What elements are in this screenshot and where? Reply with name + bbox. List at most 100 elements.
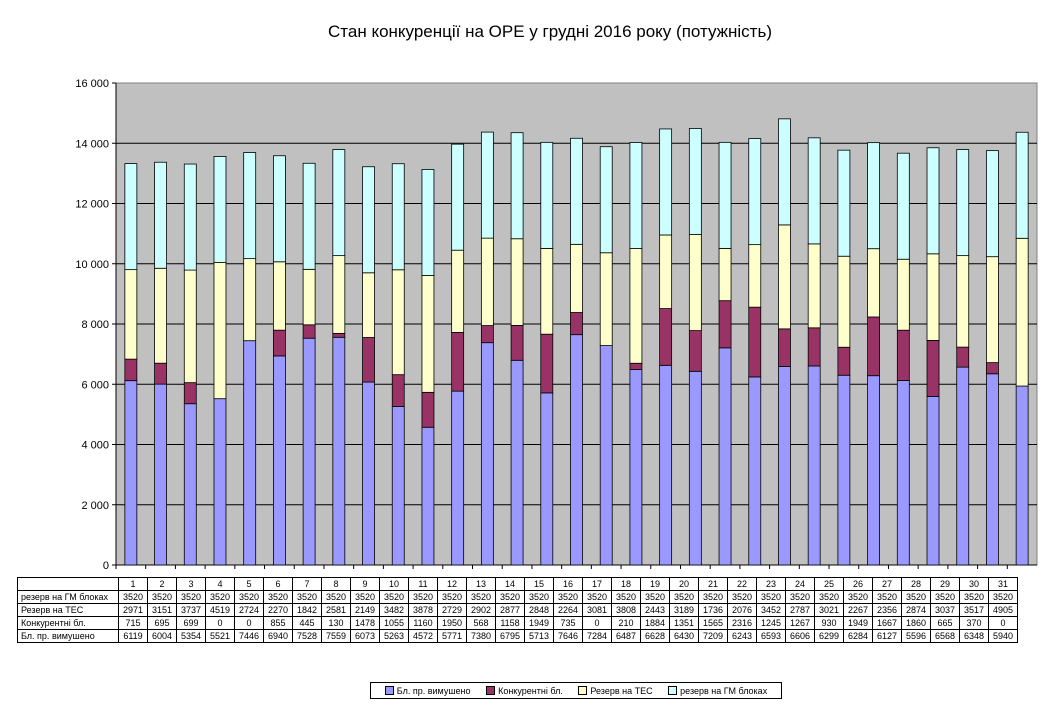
table-cell: 6243 xyxy=(727,629,757,643)
bar-segment-s0-12 xyxy=(451,390,465,566)
x-tick-label: 5 xyxy=(234,577,264,591)
table-cell: 3151 xyxy=(147,603,177,617)
bar-segment-s0-16 xyxy=(570,334,583,566)
bar-segment-s3-26 xyxy=(867,142,880,250)
legend-label: Резерв на ТЕС xyxy=(590,685,653,696)
x-tick-label: 17 xyxy=(582,577,612,591)
x-tick-label: 29 xyxy=(930,577,960,591)
table-cell: 5263 xyxy=(379,629,409,643)
table-row-label: Конкурентні бл. xyxy=(17,616,119,630)
table-cell: 0 xyxy=(582,616,612,630)
table-cell: 6348 xyxy=(959,629,989,643)
table-cell: 0 xyxy=(205,616,235,630)
table-cell: 3520 xyxy=(524,590,554,604)
table-cell: 2316 xyxy=(727,616,757,630)
bar-segment-s1-20 xyxy=(688,330,702,372)
table-cell: 3520 xyxy=(611,590,641,604)
bar-segment-s1-18 xyxy=(629,362,643,370)
table-cell: 2874 xyxy=(901,603,931,617)
x-tick-label: 24 xyxy=(785,577,815,591)
bar-segment-s2-26 xyxy=(867,248,880,318)
bar-segment-s3-17 xyxy=(599,146,613,254)
table-cell: 3520 xyxy=(785,590,815,604)
table-cell: 6606 xyxy=(785,629,815,643)
bar-segment-s2-3 xyxy=(183,269,197,384)
table-cell: 7209 xyxy=(698,629,728,643)
bar-segment-s0-27 xyxy=(896,380,910,566)
legend-label: резерв на ГМ блоках xyxy=(680,685,768,696)
table-cell: 5771 xyxy=(437,629,467,643)
bar-segment-s1-26 xyxy=(867,316,880,377)
bar-segment-s3-29 xyxy=(956,149,970,257)
table-cell: 3482 xyxy=(379,603,409,617)
bar-segment-s0-23 xyxy=(778,365,791,566)
table-cell: 2264 xyxy=(553,603,583,617)
bar-segment-s2-1 xyxy=(124,269,138,360)
table-cell: 2724 xyxy=(234,603,264,617)
bar-segment-s3-21 xyxy=(718,141,732,249)
table-cell: 3520 xyxy=(234,590,264,604)
x-tick-label: 6 xyxy=(263,577,293,591)
bar-segment-s3-15 xyxy=(540,141,554,249)
table-cell: 210 xyxy=(611,616,641,630)
table-cell: 370 xyxy=(959,616,989,630)
table-cell: 7646 xyxy=(553,629,583,643)
bar-segment-s0-8 xyxy=(332,336,346,566)
bar-segment-s2-22 xyxy=(748,244,762,308)
bar-segment-s1-9 xyxy=(362,337,375,383)
table-cell: 6127 xyxy=(872,629,902,643)
bar-segment-s2-15 xyxy=(540,247,554,335)
bar-segment-s3-28 xyxy=(926,147,940,255)
table-cell: 3520 xyxy=(698,590,728,604)
bar-segment-s3-14 xyxy=(510,132,524,240)
table-row: резерв на ГМ блоках 3520 3520 3520 3520 3520 3… xyxy=(17,590,1018,604)
legend-swatch xyxy=(384,686,394,695)
table-cell: 2848 xyxy=(524,603,554,617)
bar-segment-s3-5 xyxy=(243,152,257,260)
x-tick-label: 21 xyxy=(698,577,728,591)
table-cell: 1351 xyxy=(669,616,699,630)
table-cell: 699 xyxy=(176,616,206,630)
table-cell: 2267 xyxy=(843,603,873,617)
x-tick-label: 10 xyxy=(379,577,409,591)
legend-item: резерв на ГМ блоках xyxy=(668,686,767,696)
x-tick-label: 13 xyxy=(466,577,496,591)
bar-segment-s2-7 xyxy=(302,268,316,326)
table-row-label: Резерв на ТЕС xyxy=(17,603,119,617)
bar-segment-s1-10 xyxy=(391,374,405,407)
bar-segment-s0-24 xyxy=(807,365,821,566)
y-tick-label: 0 xyxy=(103,560,109,572)
table-corner-cell xyxy=(17,577,119,591)
table-cell: 6487 xyxy=(611,629,641,643)
bar-segment-s1-15 xyxy=(540,333,554,394)
table-cell: 1736 xyxy=(698,603,728,617)
x-tick-label: 19 xyxy=(640,577,670,591)
legend-item: Резерв на ТЕС xyxy=(578,685,653,696)
bar-segment-s2-6 xyxy=(273,261,286,331)
bar-segment-s0-20 xyxy=(688,370,702,566)
table-cell: 4572 xyxy=(408,629,438,643)
table-cell: 6004 xyxy=(147,629,177,643)
table-cell: 3520 xyxy=(147,590,177,604)
table-cell: 6299 xyxy=(814,629,844,643)
x-tick-label: 18 xyxy=(611,577,641,591)
bar-segment-s0-25 xyxy=(837,374,851,566)
bar-segment-s2-23 xyxy=(778,224,791,330)
table-cell: 5521 xyxy=(205,629,235,643)
bar-segment-s0-3 xyxy=(183,403,197,566)
bar-segment-s3-9 xyxy=(362,166,375,274)
bar-segment-s3-19 xyxy=(659,128,673,236)
table-cell: 2787 xyxy=(785,603,815,617)
table-cell: 3520 xyxy=(408,590,438,604)
x-tick-label: 3 xyxy=(176,577,206,591)
table-cell: 3520 xyxy=(292,590,322,604)
table-cell: 1667 xyxy=(872,616,902,630)
bar-segment-s2-20 xyxy=(688,234,702,331)
bar-segment-s1-1 xyxy=(124,358,138,382)
bar-segment-s0-26 xyxy=(867,375,880,566)
bar-segment-s1-25 xyxy=(837,346,851,376)
table-cell: 1565 xyxy=(698,616,728,630)
x-tick-label: 28 xyxy=(901,577,931,591)
bar-segment-s2-30 xyxy=(986,256,999,364)
bar-segment-s1-21 xyxy=(718,300,732,349)
